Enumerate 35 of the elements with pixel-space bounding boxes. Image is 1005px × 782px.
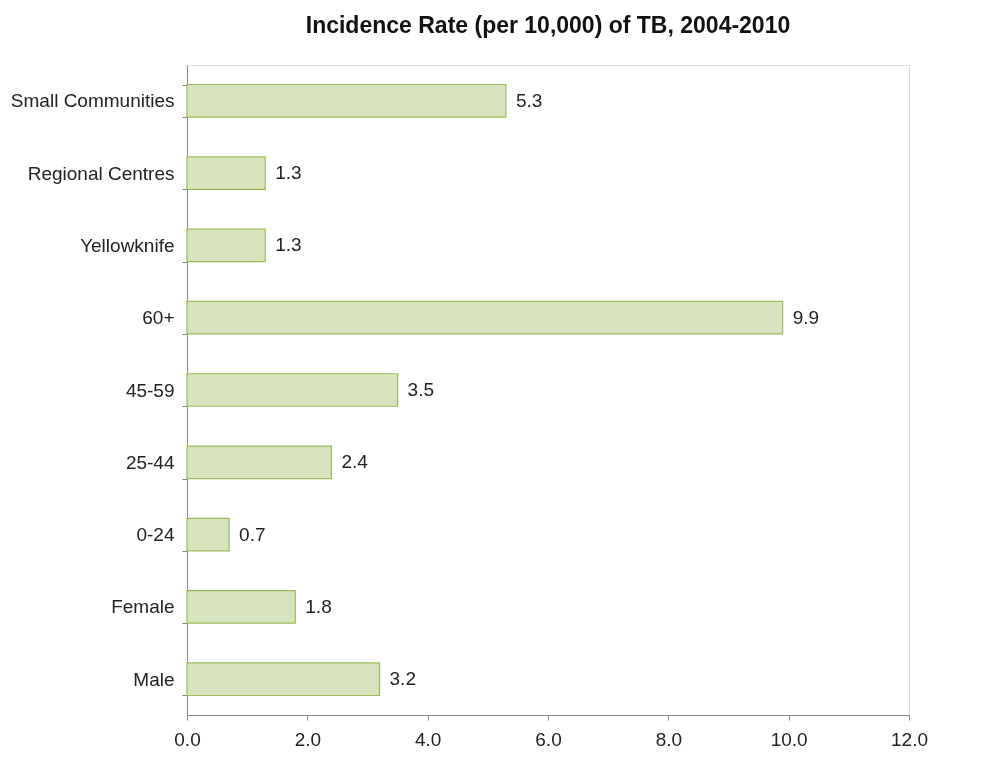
bar <box>186 228 266 263</box>
data-label: 5.3 <box>515 89 543 111</box>
y-tick-label: 60+ <box>142 307 175 329</box>
bar <box>186 517 230 552</box>
data-label: 1.8 <box>305 595 332 617</box>
bar <box>186 83 507 118</box>
y-tick-label: Female <box>111 596 175 618</box>
data-label: 1.3 <box>275 162 302 184</box>
bar <box>186 445 332 480</box>
data-label: 1.3 <box>275 234 302 256</box>
data-label: 3.2 <box>389 668 416 690</box>
data-label: 2.4 <box>341 451 369 473</box>
y-tick-label: 45-59 <box>125 379 175 401</box>
data-label: 0.7 <box>239 523 266 545</box>
y-tick-label: 0-24 <box>136 524 175 546</box>
y-tick-label: Regional Centres <box>27 162 175 184</box>
chart-title: Incidence Rate (per 10,000) of TB, 2004-2010 <box>305 12 791 38</box>
x-tick-label: 0.0 <box>174 728 201 750</box>
y-tick-label: 25-44 <box>125 451 175 473</box>
x-tick-label: 12.0 <box>891 728 928 750</box>
bar <box>186 373 399 407</box>
x-tick-label: 6.0 <box>535 728 562 750</box>
y-tick-label: Small Communities <box>10 90 175 112</box>
x-tick-label: 10.0 <box>770 728 808 750</box>
data-label: 3.5 <box>407 379 435 400</box>
bar <box>186 300 784 335</box>
bar <box>186 662 381 697</box>
data-label: 9.9 <box>792 306 820 328</box>
y-tick-label: Yellowknife <box>80 234 175 256</box>
bar <box>186 590 296 624</box>
bar <box>186 156 266 190</box>
x-tick-label: 8.0 <box>655 728 683 750</box>
y-tick-label: Male <box>133 668 175 690</box>
x-tick-label: 4.0 <box>414 728 442 750</box>
x-tick-label: 2.0 <box>294 728 322 750</box>
